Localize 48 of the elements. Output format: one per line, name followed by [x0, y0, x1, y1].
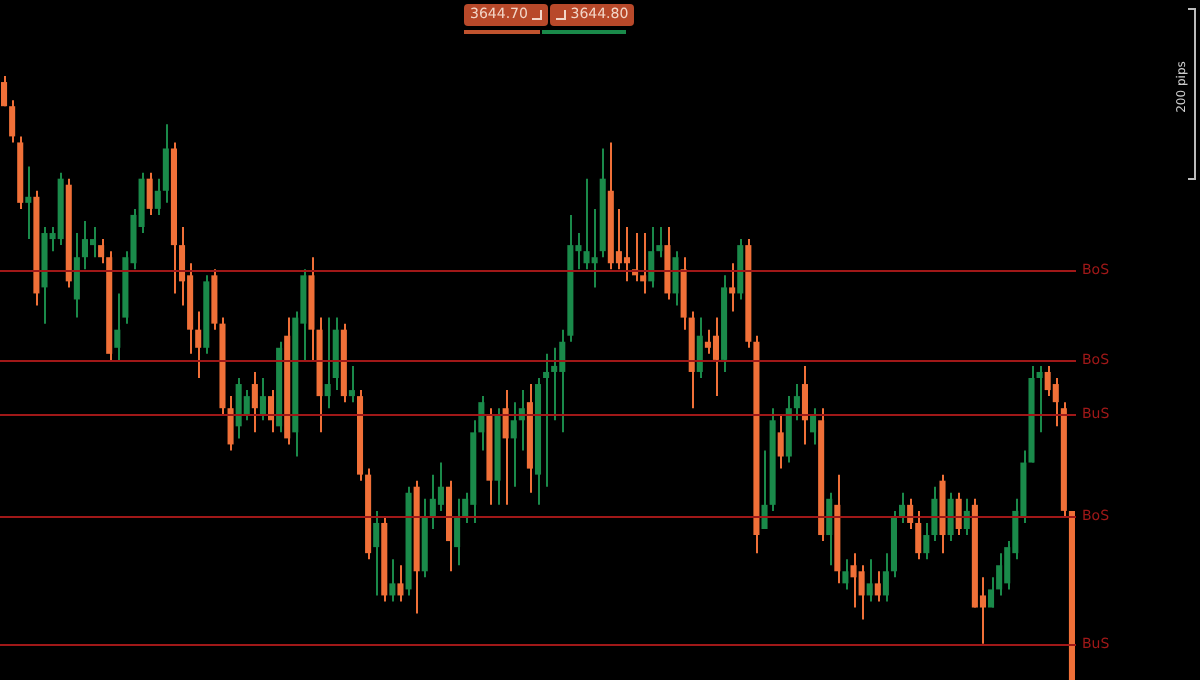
candlestick — [1044, 364, 1051, 398]
candlestick — [397, 564, 404, 603]
candlestick — [866, 558, 873, 603]
candlestick — [73, 232, 80, 319]
candlestick — [955, 491, 962, 537]
candlestick — [996, 552, 1003, 597]
candlestick — [850, 552, 857, 609]
candlestick — [259, 377, 266, 422]
candlestick — [1, 75, 8, 108]
candlestick — [623, 226, 631, 283]
candlestick — [251, 370, 258, 434]
candlestick — [1036, 364, 1043, 434]
candlestick — [761, 449, 768, 530]
candlestick — [324, 316, 331, 410]
candlestick — [389, 558, 396, 603]
candlestick — [146, 171, 153, 216]
candlestick — [373, 509, 380, 597]
candlestick — [348, 364, 355, 404]
candlestick — [227, 395, 234, 452]
candlestick — [583, 177, 590, 271]
candlestick — [9, 99, 16, 144]
candlestick — [648, 226, 655, 289]
candlestick — [874, 570, 881, 603]
candlestick — [502, 389, 509, 506]
candlestick — [777, 413, 784, 470]
candlestick — [454, 497, 461, 567]
candlestick — [793, 383, 800, 422]
candlestick — [640, 232, 647, 295]
candlestick — [90, 226, 97, 259]
candlestick — [801, 364, 809, 446]
candlestick — [704, 328, 711, 355]
candlestick — [696, 316, 703, 379]
candlestick — [591, 207, 598, 289]
candlestick — [826, 491, 833, 567]
candlestick — [243, 389, 250, 422]
candlestick — [267, 389, 275, 434]
candlestick — [81, 219, 88, 271]
candlestick — [510, 401, 517, 488]
candlestick — [672, 250, 679, 307]
candlestick — [429, 473, 436, 530]
candlestick — [729, 262, 736, 313]
candlestick — [25, 165, 32, 241]
candlestick — [712, 316, 720, 398]
candlestick — [543, 352, 550, 488]
candlestick — [235, 377, 242, 440]
candlestick — [437, 461, 444, 512]
candlestick — [947, 491, 954, 543]
candlestick — [842, 558, 849, 591]
